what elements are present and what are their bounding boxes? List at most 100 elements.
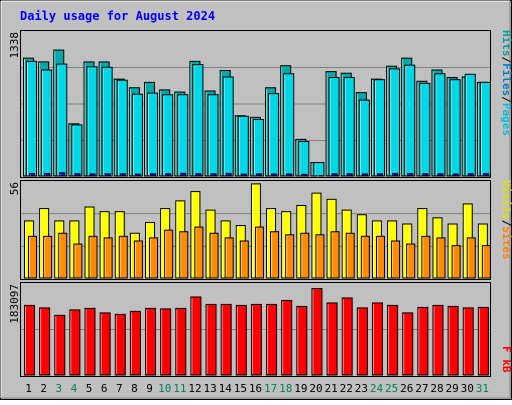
files-bar <box>42 70 52 176</box>
top-ymax-label: 1338 <box>8 32 21 59</box>
files-bar <box>374 80 384 176</box>
kb-bar <box>433 305 443 375</box>
sites-bar <box>29 236 37 278</box>
files-bar <box>193 65 203 176</box>
kb-bar <box>388 305 398 375</box>
pages-bar <box>287 174 292 176</box>
kb-bar <box>130 311 140 375</box>
sites-bar <box>74 244 82 278</box>
files-bar <box>27 61 37 176</box>
sites-bar <box>286 235 294 278</box>
sites-bar <box>59 233 67 278</box>
pages-bar <box>211 174 216 176</box>
files-bar <box>178 95 188 176</box>
pages-bar <box>256 174 261 176</box>
x-tick-label: 22 <box>340 382 353 395</box>
kb-bar <box>191 297 201 375</box>
pages-bar <box>347 174 352 176</box>
x-tick-label: 16 <box>249 382 262 395</box>
x-tick-label: 28 <box>430 382 443 395</box>
pages-bar <box>453 174 458 176</box>
x-tick-label: 7 <box>116 382 123 395</box>
x-tick-label: 24 <box>370 382 384 395</box>
sites-bar <box>104 238 112 278</box>
files-bar <box>329 78 339 176</box>
x-tick-label: 31 <box>476 382 489 395</box>
legend-space <box>500 353 512 360</box>
kb-bar <box>372 303 382 375</box>
files-bar <box>87 67 97 176</box>
sites-bar <box>437 238 445 278</box>
sites-bar <box>422 236 430 278</box>
x-tick-label: 29 <box>446 382 459 395</box>
files-bar <box>163 95 173 176</box>
files-bar <box>223 77 233 176</box>
x-tick-label: 19 <box>294 382 307 395</box>
files-bar <box>344 78 354 176</box>
kb-bar <box>297 306 307 375</box>
pages-bar <box>438 174 443 176</box>
sites-bar <box>89 236 97 278</box>
x-tick-label: 12 <box>188 382 201 395</box>
legend-f: F <box>500 346 512 353</box>
kb-bar <box>40 308 50 375</box>
kb-bar <box>463 308 473 375</box>
x-tick-label: 15 <box>234 382 247 395</box>
sites-bar <box>165 230 173 278</box>
sites-bar <box>452 246 460 278</box>
files-bar <box>148 93 158 176</box>
pages-bar <box>362 174 367 176</box>
kb-bar <box>267 304 277 375</box>
sites-bar <box>361 236 369 278</box>
kb-bar <box>146 308 156 375</box>
kb-bar <box>100 313 110 375</box>
kb-bar <box>312 289 322 375</box>
files-bar <box>253 119 263 176</box>
kb-bar <box>85 308 95 375</box>
files-bar <box>72 125 82 176</box>
pages-bar <box>120 174 125 176</box>
pages-bar <box>60 173 65 176</box>
sites-bar <box>271 232 279 278</box>
x-tick-label: 30 <box>461 382 474 395</box>
x-tick-label: 8 <box>131 382 138 395</box>
x-tick-label: 17 <box>264 382 277 395</box>
kb-bar <box>342 298 352 375</box>
pages-bar <box>151 174 156 176</box>
sites-bar <box>195 227 203 278</box>
sites-bar <box>301 233 309 278</box>
pages-bar <box>332 174 337 176</box>
x-tick-label: 20 <box>309 382 322 395</box>
files-bar <box>359 100 369 176</box>
middle-legend: Visits/Sites <box>500 180 512 260</box>
files-bar <box>435 74 445 176</box>
files-bar <box>465 74 475 176</box>
legend-pages: Pages <box>500 103 512 136</box>
x-tick-label: 23 <box>355 382 368 395</box>
legend-kb: kB <box>500 359 512 373</box>
x-tick-label: 11 <box>173 382 186 395</box>
pages-bar <box>90 174 95 176</box>
x-tick-label: 26 <box>400 382 413 395</box>
files-bar <box>450 80 460 176</box>
bottom-legend: F kB <box>500 346 512 373</box>
sites-bar <box>255 227 263 278</box>
files-bar <box>269 94 279 176</box>
pages-bar <box>423 174 428 176</box>
x-tick-label: 21 <box>325 382 338 395</box>
sites-bar <box>134 241 142 278</box>
sites-bar <box>240 241 248 278</box>
x-tick-label: 5 <box>86 382 93 395</box>
pages-bar <box>272 174 277 176</box>
pages-bar <box>45 173 50 176</box>
x-tick-label: 14 <box>219 382 233 395</box>
sites-bar <box>331 232 339 278</box>
legend-visits: Visits <box>500 180 512 220</box>
files-bar <box>208 95 218 176</box>
files-bar <box>57 64 67 176</box>
x-tick-label: 27 <box>415 382 428 395</box>
kb-bar <box>25 305 35 375</box>
files-bar <box>238 116 248 176</box>
x-tick-label: 4 <box>71 382 78 395</box>
